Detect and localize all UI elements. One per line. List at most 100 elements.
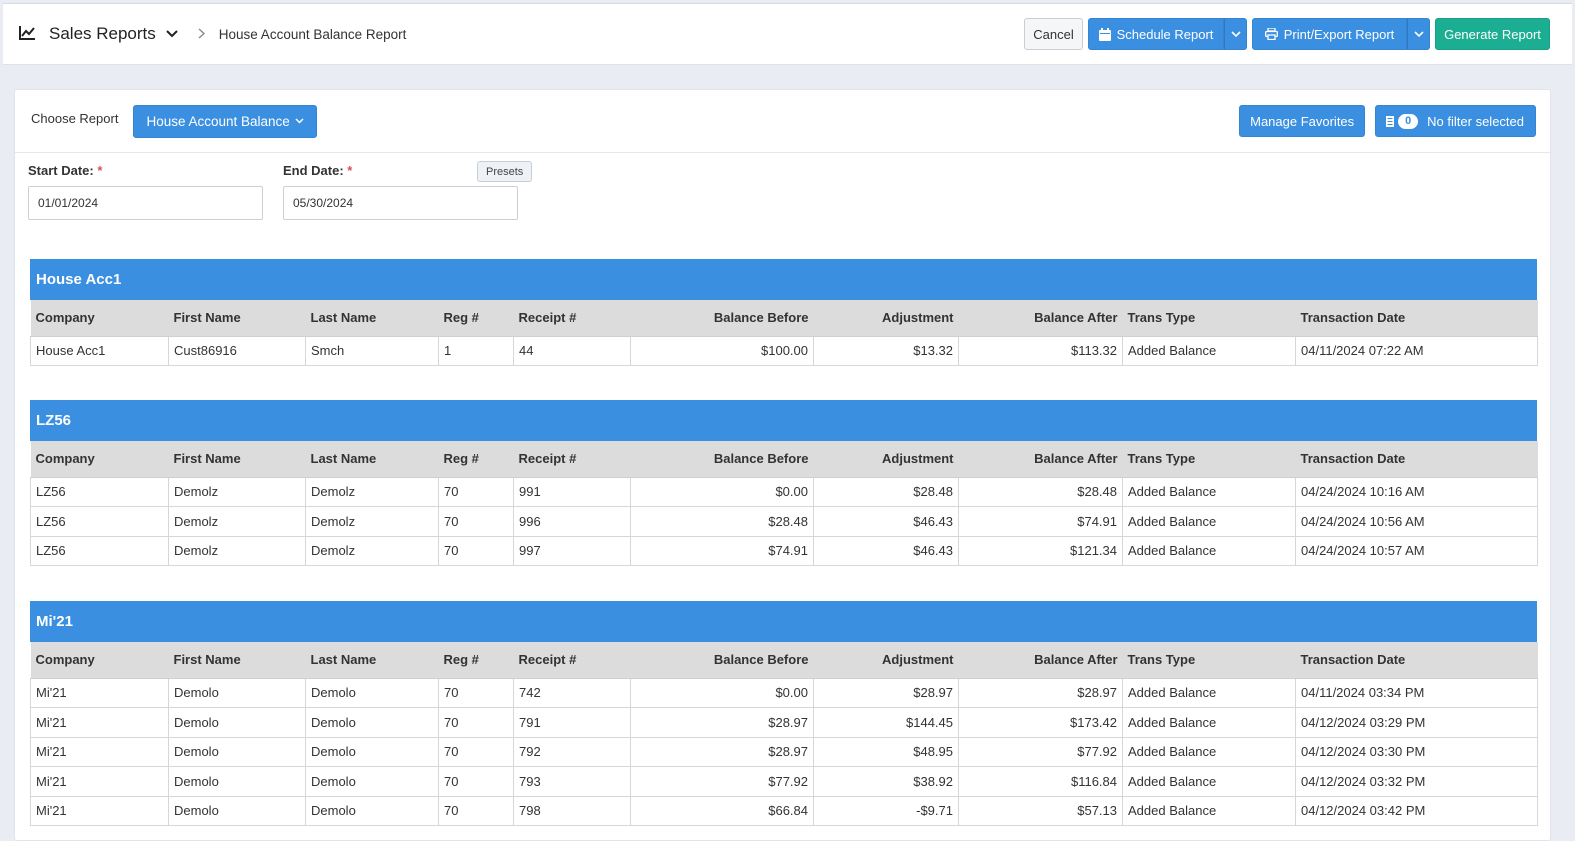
table-header-row: Company First Name Last Name Reg # Receipt #… bbox=[30, 441, 1538, 478]
table-cell: 997 bbox=[513, 535, 631, 566]
table-cell: $100.00 bbox=[630, 335, 814, 366]
table-cell: House Acc1 bbox=[30, 335, 169, 366]
group-title: Mi'21 bbox=[30, 601, 1537, 642]
report-select-button[interactable]: House Account Balance bbox=[133, 104, 317, 138]
table-cell: LZ56 bbox=[30, 476, 169, 507]
table-cell: 04/12/2024 03:30 PM bbox=[1295, 736, 1538, 767]
table-cell: 793 bbox=[513, 766, 631, 797]
manage-favorites-button[interactable]: Manage Favorites bbox=[1239, 105, 1366, 137]
column-header: First Name bbox=[168, 300, 306, 337]
table-cell: 04/12/2024 03:29 PM bbox=[1295, 707, 1538, 738]
table-row: LZ56 Demolz Demolz 70 997 $74.91 $46.43 $121.34… bbox=[30, 535, 1538, 566]
table-cell: Added Balance bbox=[1122, 736, 1296, 767]
table-cell: Mi'21 bbox=[30, 766, 169, 797]
table-cell: $74.91 bbox=[958, 506, 1123, 537]
table-cell: $116.84 bbox=[958, 766, 1123, 797]
choose-report-row: Choose Report House Account Balance Mana… bbox=[15, 90, 1550, 153]
calendar-icon bbox=[1098, 27, 1111, 41]
table-cell: $57.13 bbox=[958, 795, 1123, 826]
table-row: LZ56 Demolz Demolz 70 991 $0.00 $28.48 $28.48 Ad… bbox=[30, 476, 1538, 507]
table-cell: Demolo bbox=[305, 766, 439, 797]
table-cell: $28.97 bbox=[630, 736, 814, 767]
schedule-report-button[interactable]: Schedule Report bbox=[1088, 18, 1224, 50]
column-header: Adjustment bbox=[813, 642, 959, 679]
breadcrumb: House Account Balance Report bbox=[218, 26, 407, 42]
print-dropdown-button[interactable] bbox=[1407, 18, 1430, 50]
cancel-button[interactable]: Cancel bbox=[1024, 18, 1083, 50]
column-header: Receipt # bbox=[513, 642, 631, 679]
end-date-group: End Date: * bbox=[283, 163, 518, 220]
table-cell: Demolz bbox=[168, 506, 306, 537]
table-cell: 04/11/2024 07:22 AM bbox=[1295, 335, 1538, 366]
table-row: Mi'21 Demolo Demolo 70 793 $77.92 $38.92 $116.8… bbox=[30, 766, 1538, 797]
table-cell: 70 bbox=[438, 476, 514, 507]
table-header-row: Company First Name Last Name Reg # Receipt #… bbox=[30, 642, 1538, 679]
filter-list-icon bbox=[1386, 115, 1395, 127]
filter-count-badge: 0 bbox=[1398, 113, 1419, 129]
column-header: Receipt # bbox=[513, 441, 631, 478]
filter-label: No filter selected bbox=[1427, 113, 1524, 129]
table-cell: LZ56 bbox=[30, 535, 169, 566]
report-table: Company First Name Last Name Reg # Receipt #… bbox=[30, 441, 1538, 566]
table-cell: Added Balance bbox=[1122, 476, 1296, 507]
table-cell: Mi'21 bbox=[30, 707, 169, 738]
column-header: Balance After bbox=[958, 300, 1123, 337]
table-row: Mi'21 Demolo Demolo 70 792 $28.97 $48.95 $77.92… bbox=[30, 736, 1538, 767]
table-cell: 70 bbox=[438, 707, 514, 738]
table-cell: Added Balance bbox=[1122, 707, 1296, 738]
table-cell: $46.43 bbox=[813, 535, 959, 566]
filter-button[interactable]: 0 No filter selected bbox=[1375, 105, 1536, 137]
table-cell: 04/24/2024 10:16 AM bbox=[1295, 476, 1538, 507]
table-cell: 791 bbox=[513, 707, 631, 738]
group-title: LZ56 bbox=[30, 400, 1537, 441]
table-cell: 70 bbox=[438, 736, 514, 767]
table-cell: Demolz bbox=[305, 506, 439, 537]
report-select-value: House Account Balance bbox=[146, 113, 290, 129]
column-header: Adjustment bbox=[813, 441, 959, 478]
table-cell: 70 bbox=[438, 766, 514, 797]
presets-button[interactable]: Presets bbox=[477, 161, 533, 182]
app-title[interactable]: Sales Reports bbox=[49, 24, 156, 43]
table-cell: Demolz bbox=[305, 476, 439, 507]
table-cell: $77.92 bbox=[630, 766, 814, 797]
group-title: House Acc1 bbox=[30, 259, 1537, 300]
table-cell: 996 bbox=[513, 506, 631, 537]
column-header: Company bbox=[30, 300, 169, 337]
table-cell: $66.84 bbox=[630, 795, 814, 826]
column-header: Trans Type bbox=[1122, 642, 1296, 679]
print-export-button[interactable]: Print/Export Report bbox=[1252, 18, 1407, 50]
schedule-dropdown-button[interactable] bbox=[1224, 18, 1247, 50]
report-group: LZ56 Company First Name Last Name Reg # Recei… bbox=[30, 400, 1538, 566]
table-cell: Demolo bbox=[305, 707, 439, 738]
table-cell: $74.91 bbox=[630, 535, 814, 566]
table-cell: Smch bbox=[305, 335, 439, 366]
end-date-input[interactable] bbox=[283, 186, 518, 220]
table-cell: Demolz bbox=[168, 476, 306, 507]
table-cell: Demolz bbox=[168, 535, 306, 566]
table-cell: 70 bbox=[438, 677, 514, 708]
table-row: LZ56 Demolz Demolz 70 996 $28.48 $46.43 $74.91 A… bbox=[30, 506, 1538, 537]
table-cell: 44 bbox=[513, 335, 631, 366]
start-date-label: Start Date: * bbox=[28, 163, 103, 178]
table-cell: Demolz bbox=[305, 535, 439, 566]
column-header: Balance Before bbox=[630, 441, 814, 478]
table-cell: Mi'21 bbox=[30, 677, 169, 708]
table-cell: Added Balance bbox=[1122, 795, 1296, 826]
date-range: Start Date: * End Date: * Presets bbox=[28, 161, 533, 233]
chevron-down-icon[interactable] bbox=[166, 30, 178, 38]
table-cell: $48.95 bbox=[813, 736, 959, 767]
table-cell: Added Balance bbox=[1122, 677, 1296, 708]
start-date-input[interactable] bbox=[28, 186, 263, 220]
table-cell: 991 bbox=[513, 476, 631, 507]
table-cell: $121.34 bbox=[958, 535, 1123, 566]
generate-report-button[interactable]: Generate Report bbox=[1435, 18, 1550, 50]
table-cell: Demolo bbox=[168, 736, 306, 767]
column-header: Balance Before bbox=[630, 300, 814, 337]
report-group: House Acc1 Company First Name Last Name Reg … bbox=[30, 259, 1538, 366]
table-cell: $173.42 bbox=[958, 707, 1123, 738]
column-header: Last Name bbox=[305, 642, 439, 679]
print-export-label: Print/Export Report bbox=[1283, 26, 1395, 42]
table-cell: Cust86916 bbox=[168, 335, 306, 366]
choose-report-label: Choose Report bbox=[31, 110, 119, 126]
top-bar: Sales Reports House Account Balance Repo… bbox=[3, 3, 1572, 65]
